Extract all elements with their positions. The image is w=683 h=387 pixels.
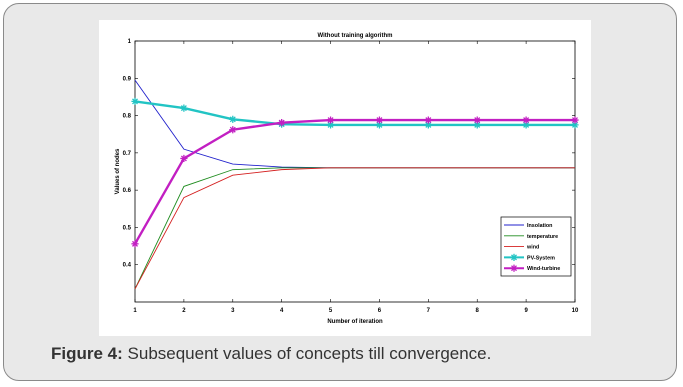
y-tick-label: 0.4	[123, 263, 132, 269]
data-point-wind-turbine	[229, 126, 237, 134]
chart-figure: 1 2 3 4 5 6 7 8 9 10 1 0.9 0.8 0.7 0.6 0.5 0.4 Without tr…	[99, 20, 591, 336]
legend-label: Wind-turbine	[527, 266, 560, 272]
data-point-wind-turbine	[180, 154, 188, 163]
x-tick-label: 2	[182, 308, 186, 314]
x-tick-label: 1	[133, 308, 137, 314]
series-line-wind	[134, 167, 575, 290]
marker-stroke	[376, 117, 383, 124]
y-tick-label: 0.8	[123, 114, 132, 120]
data-point-wind-turbine	[375, 116, 384, 124]
x-axis-label: Number of iteration	[327, 319, 383, 325]
line-chart: 1 2 3 4 5 6 7 8 9 10 1 0.9 0.8 0.7 0.6 0.5 0.4 Without tr…	[115, 33, 579, 325]
figure-caption: Figure 4: Subsequent values of concepts …	[51, 344, 491, 364]
legend-marker	[510, 253, 518, 261]
figure-card: 1 2 3 4 5 6 7 8 9 10 1 0.9 0.8 0.7 0.6 0.5 0.4 Without tr…	[3, 3, 677, 381]
data-point-pv-system	[131, 97, 139, 106]
x-tick-label: 7	[427, 308, 431, 314]
y-tick-label: 0.5	[123, 225, 132, 231]
data-point-wind-turbine	[326, 116, 335, 124]
x-tick-label: 10	[572, 308, 579, 314]
data-point-pv-system	[180, 104, 188, 112]
x-tick-label: 8	[476, 308, 480, 314]
marker-stroke	[229, 126, 236, 133]
series-line-wind-turbine	[133, 118, 575, 245]
y-axis-label: Values of nodes	[115, 148, 121, 194]
data-point-pv-system	[424, 121, 432, 129]
data-point-pv-system	[229, 115, 237, 123]
legend-label: wind	[526, 245, 539, 251]
y-tick-label: 1	[128, 39, 132, 45]
data-point-wind-turbine	[473, 116, 481, 124]
x-tick-label: 9	[524, 308, 528, 314]
marker-stroke	[327, 121, 334, 128]
marker-stroke	[511, 254, 517, 261]
marker-stroke	[180, 155, 187, 162]
marker-stroke	[327, 117, 334, 124]
legend-marker	[510, 264, 518, 272]
marker-stroke	[474, 121, 481, 128]
x-tick-label: 5	[329, 308, 333, 314]
data-point-pv-system	[571, 121, 579, 129]
series-line-pv-system	[134, 100, 575, 127]
legend-label: temperature	[527, 234, 558, 240]
data-point-wind-turbine	[278, 119, 286, 127]
data-point-wind-turbine	[131, 240, 139, 248]
marker-stroke	[425, 121, 432, 128]
marker-stroke	[511, 265, 517, 272]
marker-stroke	[229, 116, 236, 123]
marker-stroke	[425, 117, 432, 124]
marker-stroke	[132, 240, 138, 247]
chart-title: Without training algorithm	[318, 33, 393, 39]
x-tick-label: 6	[378, 308, 382, 314]
data-point-pv-system	[522, 121, 530, 129]
x-tick-label: 3	[231, 308, 235, 314]
data-point-wind-turbine	[522, 116, 530, 124]
marker-stroke	[278, 119, 285, 126]
caption-text: Subsequent values of concepts till conve…	[122, 344, 492, 363]
marker-stroke	[132, 98, 138, 105]
caption-label: Figure 4:	[51, 344, 123, 363]
legend-label: PV-System	[527, 255, 555, 261]
marker-stroke	[474, 117, 481, 124]
y-tick-label: 0.9	[123, 76, 132, 82]
data-point-wind-turbine	[424, 116, 432, 124]
legend-label: Insolation	[527, 223, 552, 229]
marker-stroke	[180, 105, 187, 112]
y-tick-label: 0.7	[123, 151, 132, 157]
y-tick-label: 0.6	[123, 188, 132, 194]
x-tick-label: 4	[280, 308, 284, 314]
marker-stroke	[376, 121, 383, 128]
data-point-wind-turbine	[571, 116, 579, 124]
marker-stroke	[572, 117, 578, 124]
marker-stroke	[523, 117, 530, 124]
marker-stroke	[523, 121, 530, 128]
marker-stroke	[572, 121, 578, 128]
